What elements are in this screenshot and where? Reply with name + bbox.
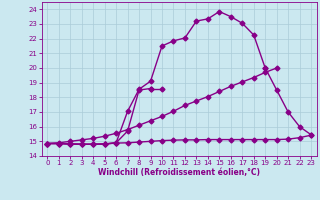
X-axis label: Windchill (Refroidissement éolien,°C): Windchill (Refroidissement éolien,°C): [98, 168, 260, 177]
